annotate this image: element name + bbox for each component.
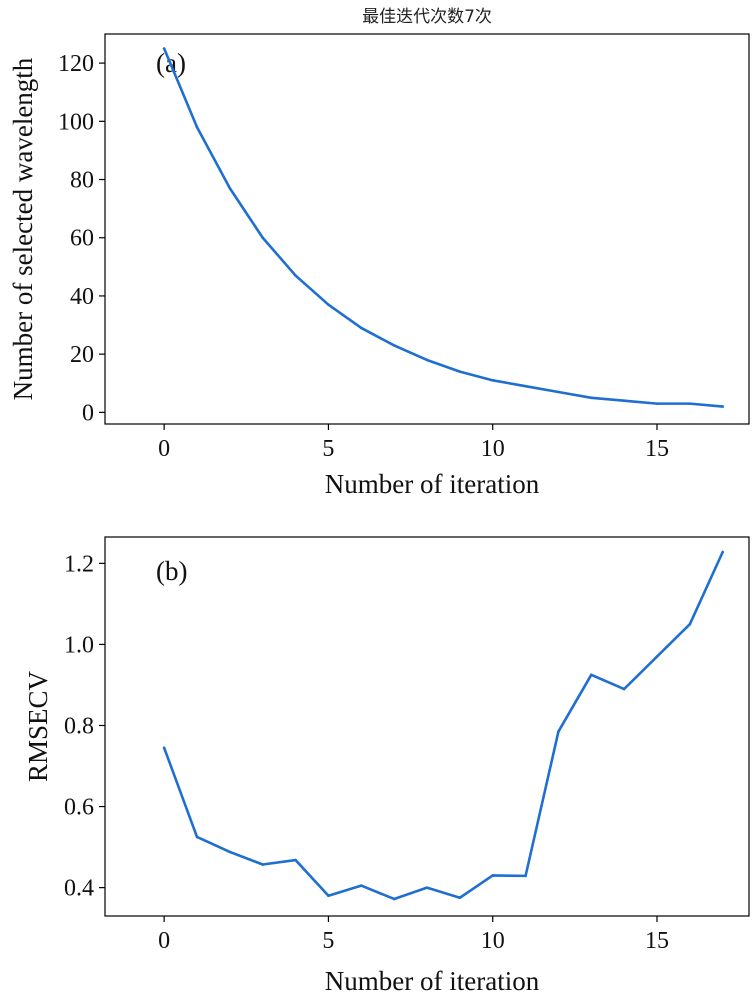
data-point <box>261 863 265 866</box>
series-line <box>162 550 725 901</box>
figure-title: 最佳迭代次数7次 <box>362 7 492 27</box>
data-point <box>721 550 725 554</box>
x-tick-label: 0 <box>158 928 170 954</box>
data-point <box>162 746 166 750</box>
data-point <box>557 390 560 394</box>
data-point <box>359 884 363 887</box>
data-point <box>425 886 429 889</box>
x-tick-label: 5 <box>322 928 334 954</box>
data-point <box>491 874 495 877</box>
data-point <box>261 236 265 240</box>
data-point <box>195 125 199 129</box>
data-point <box>392 344 396 347</box>
data-point <box>622 687 626 691</box>
x-tick-label: 10 <box>481 928 505 954</box>
y-tick-label: 40 <box>70 284 94 310</box>
data-point <box>491 379 495 382</box>
y-tick-label: 0 <box>82 400 94 426</box>
x-tick-label: 15 <box>645 436 669 462</box>
y-tick-label: 100 <box>58 109 94 135</box>
data-point <box>589 396 593 400</box>
data-point <box>622 399 626 403</box>
y-tick-label: 20 <box>70 342 94 368</box>
y-tick-label: 0.8 <box>64 713 94 739</box>
x-tick-label: 0 <box>158 436 170 462</box>
data-point <box>524 874 527 878</box>
panel-a: 0 5 10 15 0 20 40 60 80 100 120 Number of iteration… <box>8 33 750 499</box>
y-axis-label: Number of selected wavelength <box>8 57 38 400</box>
data-point <box>589 673 593 677</box>
data-point <box>425 358 429 362</box>
x-tick-label: 5 <box>322 436 334 462</box>
data-point <box>294 274 297 277</box>
axes-frame <box>104 33 750 425</box>
x-tick-label: 10 <box>481 436 505 462</box>
data-point <box>688 622 692 626</box>
data-point <box>195 835 199 839</box>
y-tick-label: 80 <box>70 168 94 194</box>
data-point <box>392 897 396 901</box>
data-point <box>655 655 659 658</box>
x-tick-label: 15 <box>645 928 669 954</box>
y-tick-label: 0.4 <box>64 876 94 902</box>
data-point <box>721 405 725 408</box>
data-point <box>327 303 330 306</box>
data-point <box>655 402 659 405</box>
y-tick-label: 0.6 <box>64 795 94 821</box>
data-point <box>162 47 166 50</box>
y-tick-label: 1.2 <box>64 551 94 577</box>
data-point <box>228 850 232 854</box>
data-point <box>359 326 363 330</box>
panel-b: 0 5 10 15 0.4 0.6 0.8 1.0 1.2 Number of iteration… <box>23 536 750 996</box>
y-axis-label: RMSECV <box>23 670 53 782</box>
axes-frame <box>104 536 750 917</box>
data-point <box>294 858 297 862</box>
data-point <box>458 896 462 900</box>
y-tick-label: 1.0 <box>64 632 94 658</box>
data-point <box>327 894 330 898</box>
data-point <box>688 402 692 405</box>
y-tick-label: 60 <box>70 226 94 252</box>
y-tick-label: 120 <box>58 51 94 77</box>
series-line <box>162 47 725 408</box>
panel-label: (b) <box>156 556 187 586</box>
x-axis-label: Number of iteration <box>325 469 540 499</box>
x-axis-label: Number of iteration <box>325 966 540 996</box>
data-point <box>228 186 232 190</box>
data-point <box>458 370 462 373</box>
data-point <box>524 384 527 388</box>
data-point <box>557 730 560 733</box>
